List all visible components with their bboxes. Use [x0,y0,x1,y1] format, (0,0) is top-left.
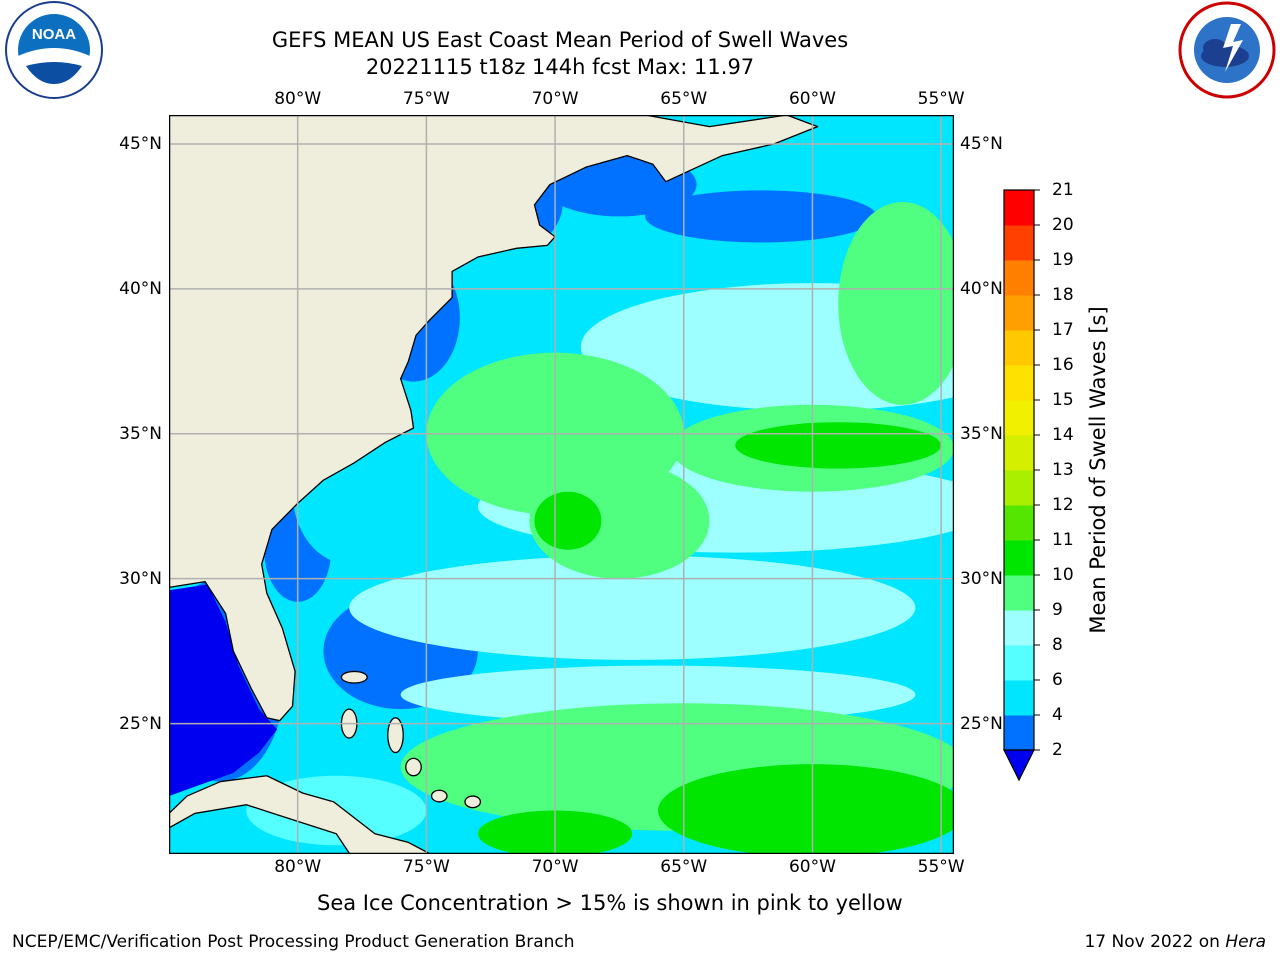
field-region-18 [534,491,602,550]
lon-label-top: 60°W [788,89,836,109]
colorbar-tick-label: 6 [1052,670,1063,690]
colorbar-tick-label: 4 [1052,705,1063,725]
colorbar-tick-label: 19 [1052,250,1074,270]
colorbar-tick-label: 17 [1052,320,1074,340]
map-frame [169,115,954,854]
field-region-20 [658,764,954,854]
colorbar-tick-label: 8 [1052,635,1063,655]
colorbar-tick-label: 15 [1052,390,1074,410]
map-plot [169,115,954,854]
colorbar-segment [1004,365,1034,401]
lat-label-left: 30°N [119,568,162,589]
north-america-land [169,115,819,722]
colorbar-segment [1004,260,1034,296]
lon-label-top: 55°W [917,89,965,109]
colorbar-tick-label: 16 [1052,355,1074,375]
lat-label-left: 25°N [119,713,162,734]
colorbar-tick-label: 20 [1052,215,1074,235]
colorbar-segment [1004,400,1034,436]
lat-label-right: 40°N [960,278,1003,299]
colorbar-tick-label: 18 [1052,285,1074,305]
bahamas-island-5 [464,795,482,809]
noaa-logo-text: NOAA [32,26,76,43]
colorbar-segment [1004,330,1034,366]
lon-label-bottom: 70°W [531,857,579,877]
colorbar-tick-label: 10 [1052,565,1074,585]
lat-label-left: 35°N [119,423,162,444]
lat-label-right: 30°N [960,568,1003,589]
footer-machine: Hera [1225,932,1266,952]
field-region-14 [529,462,710,579]
chart-title: GEFS MEAN US East Coast Mean Period of S… [271,28,849,52]
lon-label-top: 80°W [274,89,322,109]
colorbar-tick-label: 14 [1052,425,1074,445]
noaa-logo: NOAA [5,1,103,99]
colorbar-tick-label: 11 [1052,530,1074,550]
colorbar-segment [1004,645,1034,681]
footer-credit: NCEP/EMC/Verification Post Processing Pr… [12,932,575,952]
field-region-19 [735,422,942,469]
footer-date: 17 Nov 2022 on Hera [1084,932,1266,952]
lon-label-top: 70°W [531,89,579,109]
lon-label-bottom: 80°W [274,857,322,877]
lat-label-right: 45°N [960,133,1003,154]
bahamas-island-4 [430,789,448,803]
colorbar-segment [1004,225,1034,261]
lat-label-left: 45°N [119,133,162,154]
footer-date-text: 17 Nov 2022 on [1084,932,1226,952]
lon-label-bottom: 75°W [402,857,450,877]
colorbar-segment [1004,610,1034,646]
colorbar-tick-label: 21 [1052,180,1074,200]
cuba-land [169,775,432,854]
colorbar-extend-arrow [1003,749,1035,782]
colorbar-tick-label: 12 [1052,495,1074,515]
colorbar-tick-label: 13 [1052,460,1074,480]
nws-logo [1178,1,1276,99]
colorbar-segment [1004,295,1034,331]
lat-label-right: 25°N [960,713,1003,734]
lon-label-bottom: 60°W [788,857,836,877]
colorbar-tick-label: 9 [1052,600,1063,620]
field-region-9 [349,555,916,660]
colorbar-segment [1004,505,1034,541]
field-region-16 [838,201,954,405]
gulf-field [169,584,278,797]
colorbar-segment [1004,715,1034,751]
field-region-1 [645,190,877,243]
chart-subtitle: 20221115 t18z 144h fcst Max: 11.97 [365,55,755,79]
colorbar-segment [1004,575,1034,611]
colorbar-segment [1004,540,1034,576]
colorbar-segment [1004,435,1034,471]
lon-label-bottom: 65°W [660,857,708,877]
colorbar-segment [1004,470,1034,506]
colorbar [1003,189,1040,782]
colorbar-tick-label: 2 [1052,740,1063,760]
lon-label-top: 65°W [660,89,708,109]
lat-label-right: 35°N [960,423,1003,444]
lat-label-left: 40°N [119,278,162,299]
sea-ice-note: Sea Ice Concentration > 15% is shown in … [317,891,903,915]
lon-label-top: 75°W [402,89,450,109]
lon-label-bottom: 55°W [917,857,965,877]
bahamas-island-0 [340,670,368,684]
graticule [169,115,954,854]
colorbar-segment [1004,680,1034,716]
bahamas-island-3 [405,757,422,777]
colorbar-title: Mean Period of Swell Waves [s] [1086,306,1110,634]
bahamas-island-2 [387,717,404,754]
colorbar-segment [1004,190,1034,226]
